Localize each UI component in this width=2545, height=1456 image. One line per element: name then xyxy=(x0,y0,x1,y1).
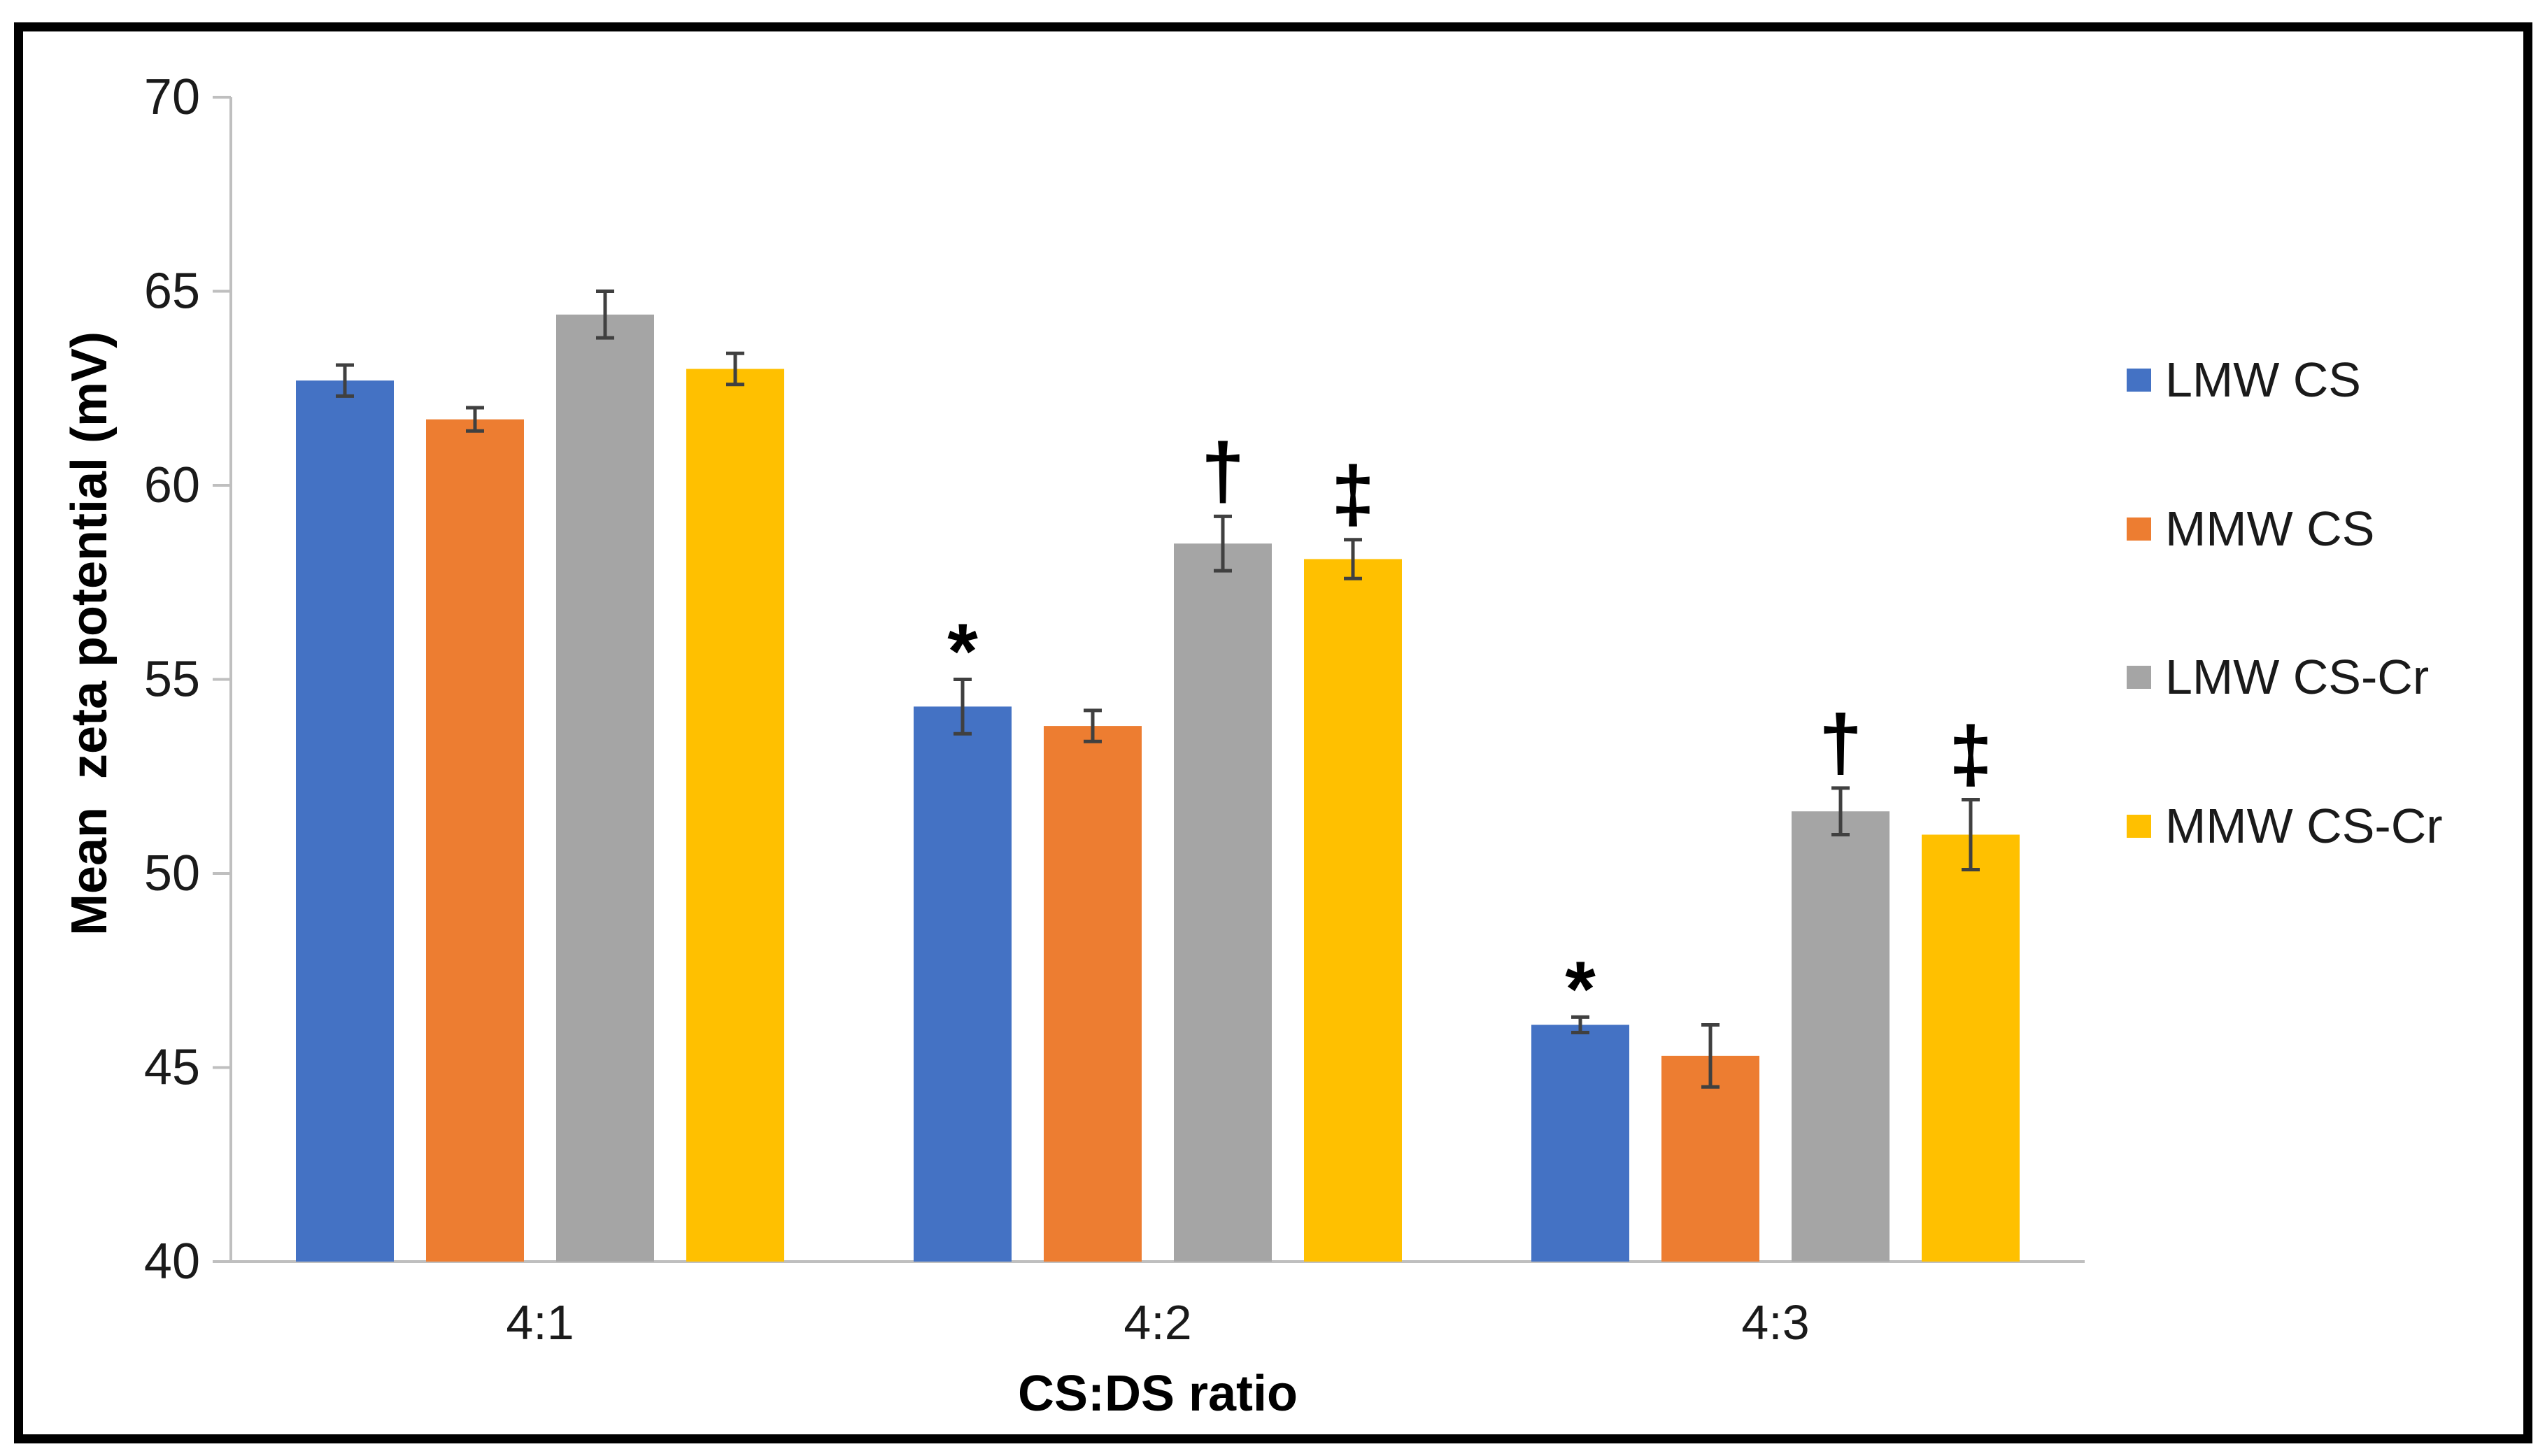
legend: LMW CS MMW CS LMW CS-Cr MMW CS-Cr xyxy=(2127,0,2518,1456)
bar xyxy=(1922,834,2020,1262)
legend-item-lmw-cs-cr: LMW CS-Cr xyxy=(2127,650,2429,704)
bar xyxy=(1044,726,1142,1262)
y-tick-label: 65 xyxy=(144,264,200,320)
legend-swatch-lmw-cs xyxy=(2127,368,2151,392)
y-tick-label: 40 xyxy=(144,1234,200,1290)
y-axis-title: Mean zeta potential (mV) xyxy=(62,331,118,936)
y-tick-label: 45 xyxy=(144,1040,200,1096)
significance-annotation: † xyxy=(1201,427,1245,515)
significance-annotation: ‡ xyxy=(1949,711,1992,798)
bar xyxy=(1174,543,1272,1262)
legend-label: MMW CS xyxy=(2165,501,2375,556)
bar xyxy=(1304,559,1402,1262)
x-category-label: 4:2 xyxy=(1123,1295,1192,1350)
significance-annotation: * xyxy=(947,608,978,695)
bar xyxy=(556,314,654,1262)
significance-annotation: * xyxy=(1565,945,1596,1033)
x-category-label: 4:3 xyxy=(1741,1295,1810,1350)
bar xyxy=(426,419,524,1262)
y-tick-label: 55 xyxy=(144,652,200,708)
bar xyxy=(1792,811,1890,1262)
x-axis-title: CS:DS ratio xyxy=(1017,1366,1298,1422)
legend-swatch-lmw-cs-cr xyxy=(2127,665,2151,689)
legend-item-mmw-cs-cr: MMW CS-Cr xyxy=(2127,799,2443,853)
legend-label: LMW CS-Cr xyxy=(2165,650,2430,704)
bar xyxy=(1531,1025,1629,1262)
y-tick-label: 60 xyxy=(144,457,200,513)
legend-swatch-mmw-cs-cr xyxy=(2127,814,2151,838)
significance-annotation: † xyxy=(1819,699,1862,786)
legend-swatch-mmw-cs xyxy=(2127,517,2151,541)
significance-annotation: ‡ xyxy=(1331,450,1375,538)
legend-label: LMW CS xyxy=(2165,352,2361,407)
legend-item-mmw-cs: MMW CS xyxy=(2127,501,2374,556)
x-category-label: 4:1 xyxy=(506,1295,574,1350)
bar xyxy=(914,706,1012,1262)
legend-item-lmw-cs: LMW CS xyxy=(2127,352,2361,407)
y-tick-label: 70 xyxy=(144,69,200,125)
bar xyxy=(1661,1055,1759,1262)
legend-label: MMW CS-Cr xyxy=(2165,799,2443,853)
y-tick-label: 50 xyxy=(144,845,200,901)
bar xyxy=(296,380,394,1262)
bar xyxy=(686,369,784,1262)
